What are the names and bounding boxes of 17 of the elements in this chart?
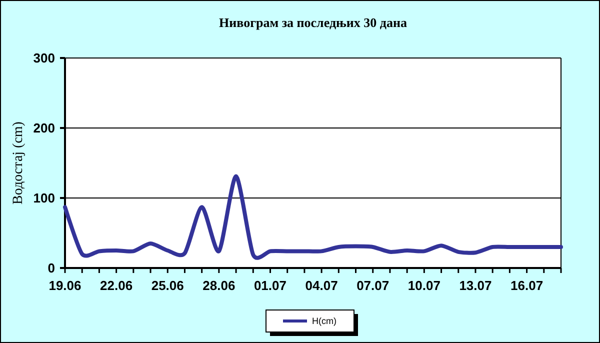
legend-label: H(cm) [312, 316, 336, 326]
x-tick-label: 28.06 [202, 278, 236, 293]
y-axis-title: Водостај (cm) [11, 121, 26, 204]
x-tick-label: 19.06 [48, 278, 82, 293]
y-tick-label: 0 [48, 260, 55, 276]
y-tick-label: 100 [33, 190, 55, 206]
x-tick-label: 10.07 [408, 278, 440, 293]
y-tick-label: 200 [33, 120, 55, 136]
y-tick-label: 300 [33, 50, 55, 66]
chart-title: Нивограм за последњих 30 дана [219, 15, 408, 30]
x-tick-label: 01.07 [254, 278, 287, 293]
x-tick-label: 25.06 [151, 278, 184, 293]
x-tick-label: 16.07 [510, 278, 544, 293]
x-tick-label: 22.06 [100, 278, 133, 293]
x-tick-label: 13.07 [459, 278, 492, 293]
x-tick-label: 07.07 [356, 278, 390, 293]
x-tick-label: 04.07 [305, 278, 338, 293]
